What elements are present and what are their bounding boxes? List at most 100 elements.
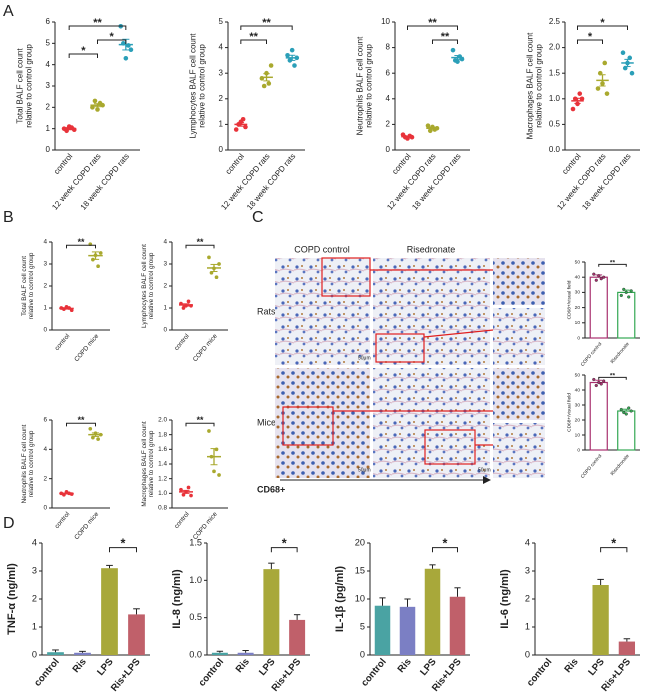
y-tick-label: 30 (575, 290, 581, 296)
chart: 0 2 4 6 Neutrophils BALF cell count relative … (21, 415, 110, 541)
y-tick-label: 1 (46, 124, 51, 133)
x-tick-label: control (52, 152, 74, 176)
y-tick-label: 2 (46, 102, 51, 111)
data-point (88, 426, 93, 431)
significance-label: ** (610, 372, 616, 379)
x-tick-label: control (54, 333, 72, 352)
data-point (602, 379, 606, 383)
data-point (92, 98, 98, 104)
column-header: Risedronate (407, 244, 456, 254)
y-tick-label: 4 (43, 239, 47, 246)
chart: 0 1 2 3 4 5 6 Total BALF cell count relative to … (15, 17, 140, 212)
y-tick-label: 6 (46, 17, 51, 26)
panel-label: B (3, 209, 14, 226)
y-tick-label: 0.0 (189, 649, 202, 659)
y-tick-label: 1 (43, 305, 47, 312)
y-axis-label: Neutrophils BALF cell count (355, 36, 364, 135)
data-point (425, 123, 431, 128)
y-tick-label: 0.0 (549, 145, 561, 154)
data-point (90, 105, 95, 110)
data-point (207, 429, 211, 433)
y-tick-label: 20 (575, 417, 581, 423)
data-point (629, 70, 635, 76)
scale-bar: 50μm (478, 467, 491, 473)
y-tick-label: 4 (46, 60, 51, 69)
significance-label: ** (78, 237, 85, 247)
y-axis-label: Neutrophils BALF cell count (21, 424, 28, 503)
data-point (292, 63, 297, 68)
data-point (619, 293, 623, 298)
column-header: COPD control (294, 244, 350, 254)
data-point (261, 83, 267, 89)
y-tick-label: 0 (360, 649, 365, 659)
micrographs: COPD control Risedronate Rats Mice 50μm … (257, 244, 545, 494)
significance-bracket (68, 25, 127, 30)
zoom (493, 308, 545, 365)
significance-bracket (66, 244, 96, 249)
x-tick-label: LPS (586, 656, 607, 678)
significance-bracket (185, 422, 215, 427)
y-tick-label: 1.5 (189, 537, 202, 547)
y-tick-label: 2.0 (158, 417, 167, 424)
y-axis-label: IL-1β (pg/ml) (334, 566, 346, 632)
significance-bracket (600, 547, 628, 553)
data-point (186, 485, 191, 490)
data-point (285, 52, 290, 58)
bar (74, 652, 91, 655)
bar (589, 276, 608, 339)
significance-label: * (443, 536, 448, 550)
y-tick-label: 1 (163, 305, 167, 312)
y-tick-label: 1 (32, 621, 37, 631)
zoom (493, 423, 545, 478)
significance-bracket (97, 39, 127, 44)
y-tick-label: 0.5 (549, 120, 561, 129)
y-axis-label: Macrophages BALF cell count (141, 421, 148, 506)
y-tick-label: 1.4 (158, 461, 167, 468)
y-axis-label: relative to control group (198, 44, 207, 128)
x-tick-label: control (224, 152, 246, 176)
x-tick-label: LPS (257, 656, 278, 678)
y-tick-label: 1.0 (158, 490, 167, 497)
y-tick-label: 0 (46, 145, 51, 154)
y-tick-label: 0 (219, 145, 224, 154)
micrograph (373, 368, 490, 478)
x-tick-label: control (173, 333, 191, 352)
data-point (572, 96, 578, 102)
x-tick-label: Ris+LPS (109, 656, 143, 694)
y-tick-label: 10 (575, 432, 581, 438)
significance-bracket (432, 39, 458, 44)
y-tick-label: 0.5 (189, 612, 202, 622)
data-point (214, 275, 219, 280)
y-tick-label: 0 (525, 649, 530, 659)
y-tick-label: 6 (43, 417, 47, 424)
bar (47, 652, 64, 655)
data-point (96, 264, 100, 269)
significance-bracket (407, 25, 458, 30)
data-point (604, 91, 610, 96)
y-tick-label: 4 (219, 43, 224, 52)
y-tick-label: 40 (575, 274, 581, 280)
significance-bracket (598, 376, 627, 380)
y-tick-label: 2 (386, 120, 391, 129)
y-tick-label: 2.5 (549, 17, 561, 26)
data-point (455, 59, 460, 64)
x-tick-label: 12 week COPD rats (219, 152, 271, 212)
chart: 0.8 1.0 1.2 1.4 1.6 1.8 2.0 Macrophages BALF ce… (141, 415, 228, 541)
data-point (602, 275, 606, 279)
roi (282, 257, 494, 465)
y-axis-label: Macrophages BALF cell count (525, 32, 534, 140)
significance-label: * (611, 536, 616, 550)
y-axis-label: Total BALF cell count (15, 48, 24, 124)
zoom (493, 258, 545, 305)
bar (263, 569, 280, 655)
y-tick-label: 15 (355, 565, 365, 575)
y-tick-label: 0 (43, 505, 47, 512)
chart: 0.0 0.5 1.0 1.5 2.0 2.5 Macrophages BALF cell … (525, 17, 640, 212)
y-axis-label: TNF-α (ng/ml) (6, 563, 18, 635)
x-tick-label: Risedronate (610, 341, 631, 365)
y-axis-label: relative to control group (28, 252, 35, 319)
significance-label: * (282, 536, 287, 550)
